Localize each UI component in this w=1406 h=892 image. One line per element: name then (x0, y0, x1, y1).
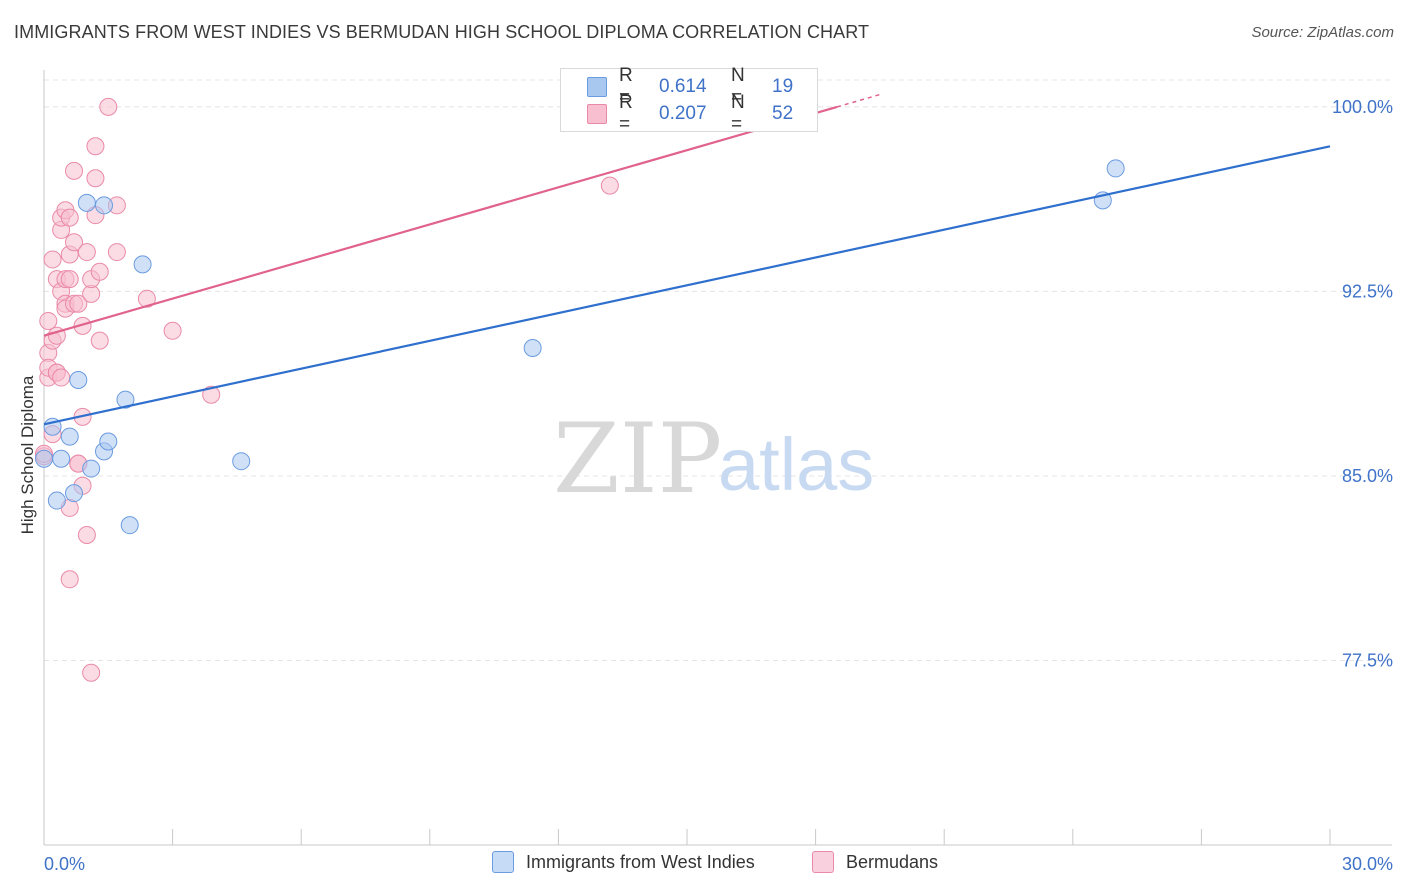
data-point (69, 294, 88, 313)
watermark-atlas: atlas (718, 423, 874, 506)
trendline-pink (43, 105, 838, 337)
x-tick-label: 0.0% (44, 854, 85, 874)
gridlines (44, 79, 1392, 661)
data-point (90, 331, 109, 350)
data-point (60, 208, 79, 227)
data-point (65, 484, 84, 503)
bermudans-swatch (587, 104, 607, 124)
n-value: 52 (772, 103, 794, 124)
data-point (1106, 159, 1125, 178)
data-point (133, 255, 152, 274)
west-indies-legend-swatch (492, 851, 514, 873)
data-point (232, 452, 251, 471)
bermudans-legend-swatch (812, 851, 834, 873)
data-point (120, 516, 139, 535)
y-tick-label: 77.5% (1342, 650, 1393, 670)
data-point (137, 289, 156, 308)
data-point (60, 427, 79, 446)
bermudans-points (35, 97, 619, 682)
west-indies-swatch (587, 77, 607, 97)
legend-item-bermudans[interactable]: Bermudans (812, 851, 938, 873)
trendline-blue (43, 145, 1331, 426)
legend-label: Immigrants from West Indies (526, 851, 755, 872)
n-label: N = (731, 65, 745, 108)
data-point (39, 311, 58, 330)
data-point (202, 385, 221, 404)
data-point (99, 432, 118, 451)
tick-labels: 77.5% 85.0% 92.5% 100.0% 0.0% 30.0% (44, 97, 1393, 874)
data-point (69, 371, 88, 389)
stats-legend: R = 0.614 N = 19 R = 0.207 N = 52 (560, 65, 818, 135)
legend-label: Bermudans (846, 851, 939, 872)
data-point (65, 161, 84, 180)
data-point (52, 368, 71, 387)
data-point (95, 196, 114, 215)
data-point (163, 321, 182, 340)
legend-item-west-indies[interactable]: Immigrants from West Indies (492, 851, 755, 873)
r-value: 0.207 (659, 103, 707, 124)
west-indies-points (35, 159, 1125, 535)
data-point (90, 262, 109, 281)
data-point (82, 663, 101, 682)
source-label: Source: ZipAtlas.com (1251, 24, 1394, 41)
data-point (107, 243, 126, 262)
data-point (35, 449, 53, 468)
data-point (60, 270, 79, 289)
data-point (523, 339, 542, 358)
watermark-zip: ZIP (553, 403, 722, 515)
y-tick-label: 92.5% (1342, 281, 1393, 301)
trendlines (43, 93, 1331, 426)
data-point (86, 137, 105, 156)
n-value: 19 (772, 76, 794, 97)
data-point (116, 390, 135, 409)
series-legend: Immigrants from West Indies Bermudans (0, 851, 1406, 877)
trendline-pink-extension (836, 93, 881, 108)
r-label: R = (619, 65, 633, 108)
data-point (65, 233, 84, 252)
r-label: R = (619, 92, 633, 135)
data-point (77, 193, 96, 212)
n-label: N = (731, 92, 745, 135)
chart-title: IMMIGRANTS FROM WEST INDIES VS BERMUDAN … (14, 22, 870, 42)
x-tick-label: 30.0% (1342, 854, 1393, 874)
data-point (47, 491, 66, 510)
data-point (43, 250, 62, 269)
data-point (60, 570, 79, 589)
r-value: 0.614 (659, 76, 707, 97)
data-point (86, 169, 105, 188)
y-tick-label: 100.0% (1332, 97, 1393, 117)
data-point (82, 459, 101, 478)
data-point (73, 316, 92, 335)
data-point (600, 176, 619, 195)
y-tick-label: 85.0% (1342, 466, 1393, 486)
data-point (77, 526, 96, 544)
data-point (99, 97, 118, 116)
data-point (52, 449, 71, 468)
data-point (77, 243, 96, 262)
